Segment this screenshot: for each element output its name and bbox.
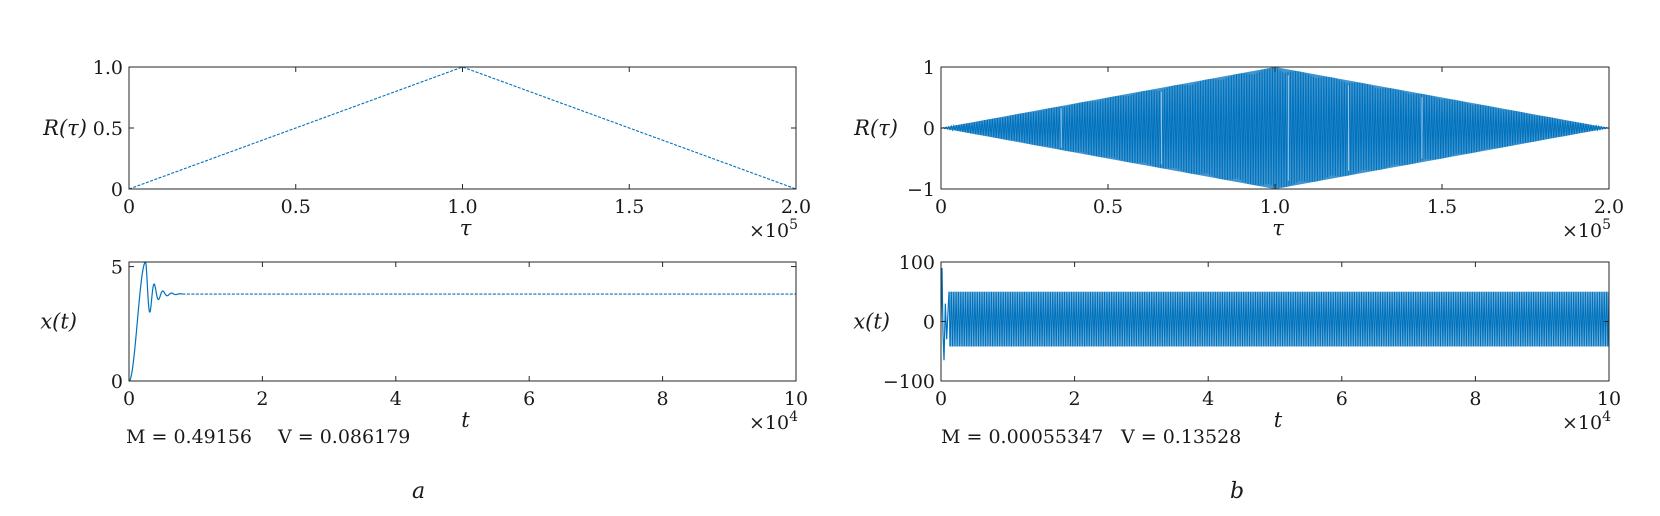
x-tick-label: 6 [1336, 388, 1348, 410]
stat-v-a: V = 0.086179 [277, 426, 410, 448]
x-tick-label: 2.0 [781, 196, 811, 218]
x-tick-label: 8 [1469, 388, 1481, 410]
chart-a-bottom: 0 2 4 6 8 10 0 5 t x(t) ×104 [40, 257, 808, 434]
series-line [129, 261, 183, 382]
x-tick-label: 10 [1597, 388, 1621, 410]
x-tick-label: 8 [657, 388, 669, 410]
stat-v-b: V = 0.13528 [1120, 426, 1241, 448]
chart-a-top: 0 0.5 1.0 1.5 2.000.51.0τR(τ)×105 [42, 57, 811, 242]
stat-m-a: M = 0.49156 [126, 426, 252, 448]
x-tick-label: 1.0 [1260, 196, 1290, 218]
x-multiplier: ×105 [749, 217, 798, 242]
x-tick-label: 10 [784, 388, 808, 410]
x-tick-label: 4 [1202, 388, 1214, 410]
y-tick-label: −100 [883, 371, 935, 393]
series-band [949, 291, 1609, 347]
x-tick-label: 0.5 [1093, 196, 1123, 218]
stat-m-b: M = 0.00055347 [941, 426, 1103, 448]
x-tick-label: 4 [390, 388, 402, 410]
y-axis-label: R(τ) [853, 116, 898, 140]
y-tick-label: 0 [923, 312, 935, 334]
series-b-bottom [941, 267, 1609, 361]
x-axis-label: t [461, 408, 470, 432]
series-line [129, 66, 796, 190]
y-tick-label: 0.5 [93, 118, 123, 140]
axes-box [128, 261, 797, 382]
series-envelope [941, 67, 1609, 189]
x-multiplier: ×104 [1562, 409, 1611, 434]
x-axis-label: t [1274, 408, 1283, 432]
x-tick-label: 1.5 [1427, 196, 1457, 218]
series-b-top [941, 67, 1609, 189]
x-multiplier: ×104 [749, 409, 798, 434]
x-tick-label: 1.5 [614, 196, 644, 218]
panel-letter-a: a [412, 479, 425, 504]
x-axis-label: τ [460, 216, 472, 240]
axes-box [128, 66, 797, 190]
x-tick-label: 6 [523, 388, 535, 410]
y-axis-label: x(t) [40, 310, 77, 334]
series-a-top [129, 66, 796, 190]
y-tick-label: 1 [923, 57, 935, 79]
x-multiplier: ×105 [1562, 217, 1611, 242]
y-tick-label: 0 [111, 179, 123, 201]
series-transient [941, 267, 950, 361]
y-axis-label: R(τ) [42, 116, 87, 140]
panel-letter-b: b [1230, 479, 1244, 504]
x-tick-label: 0.5 [281, 196, 311, 218]
y-tick-label: 0 [923, 118, 935, 140]
y-tick-label: 0 [111, 371, 123, 393]
y-tick-label: 1.0 [93, 57, 123, 79]
x-tick-label: 0 [935, 196, 947, 218]
y-tick-label: 5 [111, 257, 123, 279]
y-tick-label: 100 [899, 252, 935, 274]
y-tick-label: −1 [907, 179, 935, 201]
x-tick-label: 1.0 [447, 196, 477, 218]
series-a-bottom [129, 261, 796, 382]
x-axis-label: τ [1272, 216, 1284, 240]
x-tick-label: 0 [123, 388, 135, 410]
x-tick-label: 2 [1069, 388, 1081, 410]
x-tick-label: 0 [935, 388, 947, 410]
x-tick-label: 2 [256, 388, 268, 410]
x-tick-label: 0 [123, 196, 135, 218]
y-axis-label: x(t) [853, 310, 890, 334]
x-tick-label: 2.0 [1594, 196, 1624, 218]
